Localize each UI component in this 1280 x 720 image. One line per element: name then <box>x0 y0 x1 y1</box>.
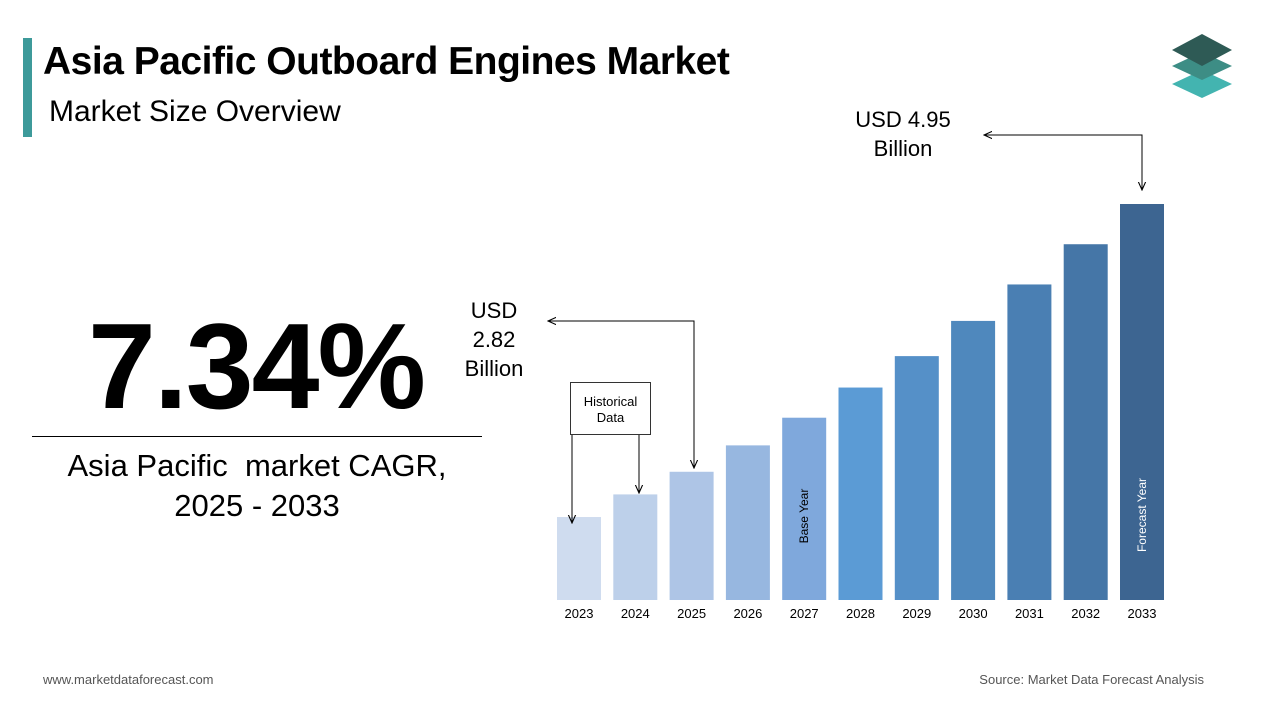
cagr-value: 7.34% <box>88 298 426 434</box>
cagr-label: Asia Pacific market CAGR, 2025 - 2033 <box>22 446 492 526</box>
x-tick-label-2026: 2026 <box>733 606 762 621</box>
bar-label-2033: Forecast Year <box>1135 478 1149 552</box>
footer-source: Source: Market Data Forecast Analysis <box>979 672 1204 687</box>
low-value-line2: 2.82 <box>472 327 516 352</box>
high-value-annotation: USD 4.95 Billion <box>838 105 968 163</box>
bar-2033 <box>1120 204 1164 600</box>
x-tick-label-2027: 2027 <box>790 606 819 621</box>
x-tick-label-2028: 2028 <box>846 606 875 621</box>
bar-2029 <box>894 356 939 600</box>
x-tick-label-2025: 2025 <box>677 606 706 621</box>
bar-2027 <box>782 417 827 600</box>
bar-2025 <box>669 471 714 600</box>
bar-2023 <box>557 517 601 600</box>
historical-line2: Data <box>596 410 625 425</box>
high-value-line2: Billion <box>873 136 933 161</box>
title-accent-bar <box>23 38 32 137</box>
x-tick-label-2030: 2030 <box>959 606 988 621</box>
footer-website: www.marketdataforecast.com <box>43 672 214 687</box>
bar-2032 <box>1063 244 1108 600</box>
low-value-annotation: USD 2.82 Billion <box>452 296 536 383</box>
x-tick-label-2023: 2023 <box>565 606 594 621</box>
cagr-divider <box>32 436 482 437</box>
high-value-line1: USD 4.95 <box>855 107 951 132</box>
page-title: Asia Pacific Outboard Engines Market <box>43 40 730 83</box>
x-tick-label-2033: 2033 <box>1128 606 1157 621</box>
low-value-line3: Billion <box>464 356 524 381</box>
cagr-label-line2: 2025 - 2033 <box>174 488 340 523</box>
x-tick-label-2031: 2031 <box>1015 606 1044 621</box>
bar-2028 <box>838 387 883 600</box>
x-tick-label-2032: 2032 <box>1071 606 1100 621</box>
x-tick-label-2029: 2029 <box>902 606 931 621</box>
page-subtitle: Market Size Overview <box>49 95 341 128</box>
historical-line1: Historical <box>583 394 638 409</box>
bar-2030 <box>951 320 996 600</box>
high-value-arrow <box>984 135 1142 190</box>
x-tick-label-2024: 2024 <box>621 606 650 621</box>
bar-2031 <box>1007 284 1052 600</box>
bar-2026 <box>725 445 770 600</box>
low-value-line1: USD <box>470 298 518 323</box>
low-value-arrow <box>548 321 694 468</box>
bar-label-2027: Base Year <box>797 489 811 544</box>
historical-data-box: Historical Data <box>570 382 651 435</box>
cagr-label-line1: Asia Pacific market CAGR, <box>67 448 447 483</box>
bar-2024 <box>613 494 658 600</box>
layers-logo-icon <box>1172 34 1232 98</box>
annotation-arrows <box>548 135 1142 523</box>
